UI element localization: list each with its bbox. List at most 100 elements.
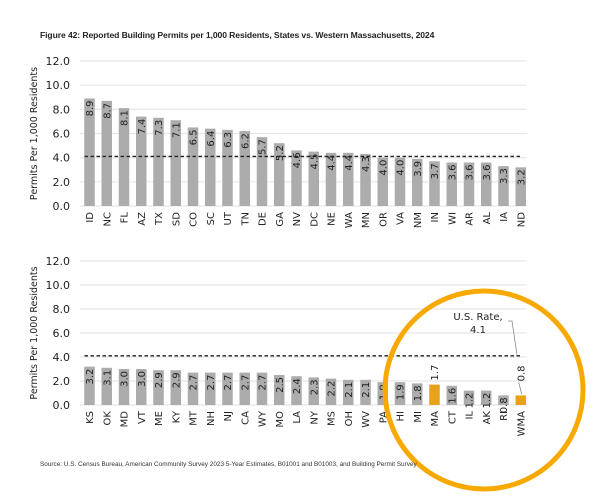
panel2-category-label: NH bbox=[206, 411, 217, 426]
panel2-category-label: WMA bbox=[516, 411, 527, 437]
panel2-bar-wma bbox=[515, 395, 526, 405]
panel1-y-tick-label: 4.0 bbox=[53, 152, 71, 165]
panel2-category-label: KS bbox=[85, 411, 96, 424]
panel1-y-tick-label: 2.0 bbox=[53, 176, 71, 189]
panel2-value-label: 3.1 bbox=[102, 370, 113, 386]
panel1-value-label: 4.6 bbox=[292, 152, 303, 168]
panel1-bar-mn bbox=[360, 154, 371, 206]
panel2-category-label: IL bbox=[465, 411, 476, 420]
panel1-value-label: 8.9 bbox=[85, 100, 96, 116]
panel1-y-tick-label: 12.0 bbox=[46, 55, 71, 68]
panel2-bar-il bbox=[463, 390, 475, 405]
panel1-category-label: SD bbox=[171, 212, 182, 226]
panel1-category-label: TX bbox=[154, 212, 165, 226]
panel1-value-label: 3.2 bbox=[516, 169, 527, 185]
panel2-value-label: 2.1 bbox=[361, 382, 372, 398]
panel2-bar-ks bbox=[84, 366, 95, 405]
panel2-value-label: 3.0 bbox=[120, 371, 131, 387]
panel1-category-label: CO bbox=[189, 212, 200, 227]
panel1-value-label: 6.5 bbox=[189, 129, 200, 145]
panel2-category-label: KY bbox=[171, 410, 182, 423]
panel1-bar-ar bbox=[463, 162, 475, 206]
panel1-value-label: 4.0 bbox=[396, 160, 407, 176]
panel2-value-label: 2.5 bbox=[275, 377, 286, 393]
panel2-category-label: PA bbox=[378, 411, 389, 423]
panel1-category-label: FL bbox=[120, 212, 131, 224]
panel2-value-label: 2.7 bbox=[206, 375, 217, 391]
panel2-category-label: WY bbox=[258, 410, 269, 427]
panel1-bar-nd bbox=[515, 167, 526, 206]
panel2-y-tick-label: 12.0 bbox=[46, 255, 71, 268]
panel1-y-tick-label: 10.0 bbox=[46, 79, 71, 92]
panel1-category-label: DC bbox=[309, 212, 320, 227]
panel1-category-label: WA bbox=[344, 212, 355, 228]
panel1-value-label: 4.0 bbox=[378, 160, 389, 176]
panel2-value-label: 1.2 bbox=[465, 393, 476, 409]
panel2-bar-ms bbox=[325, 378, 337, 405]
panel2-bar-ca bbox=[239, 372, 250, 405]
panel2-bar-ri bbox=[498, 395, 509, 405]
panel2-value-label: 2.1 bbox=[344, 382, 355, 398]
panel1-category-label: IN bbox=[430, 212, 441, 222]
panel2-value-label: 2.7 bbox=[189, 375, 200, 391]
panel1-category-label: DE bbox=[258, 212, 269, 226]
panel1-value-label: 4.3 bbox=[361, 156, 372, 172]
panel2-category-label: NJ bbox=[223, 411, 234, 421]
panel2-category-label: LA bbox=[292, 411, 303, 424]
panel1-category-label: WI bbox=[447, 212, 458, 225]
panel2-bar-hi bbox=[394, 382, 406, 405]
panel2-us-rate-leader-line bbox=[508, 320, 518, 355]
panel2-category-label: MD bbox=[120, 411, 131, 428]
panel2-value-label: 1.7 bbox=[430, 365, 441, 381]
panel2-value-label: 2.9 bbox=[154, 372, 165, 388]
panel1-value-label: 8.1 bbox=[120, 110, 131, 126]
panel2-bar-oh bbox=[343, 379, 354, 405]
panel1-value-label: 3.6 bbox=[465, 165, 476, 181]
panel2-value-leader-line bbox=[518, 382, 523, 395]
panel1-category-label: TN bbox=[240, 212, 251, 227]
panel2-category-label: RI bbox=[499, 411, 510, 421]
source-note: Source: U.S. Census Bureau, American Com… bbox=[40, 461, 417, 468]
panel2-bar-ky bbox=[170, 370, 181, 405]
panel2-value-label: 2.9 bbox=[171, 372, 182, 388]
panel1-value-label: 8.7 bbox=[102, 103, 113, 119]
panel1-value-label: 4.4 bbox=[344, 155, 355, 171]
panel2-category-label: OH bbox=[344, 411, 355, 426]
panel1-bar-wa bbox=[343, 152, 354, 206]
panel2-us-rate-annotation-label: U.S. Rate, bbox=[453, 312, 502, 323]
panel1-bar-ia bbox=[498, 166, 509, 206]
panel2-y-tick-label: 0.0 bbox=[53, 399, 71, 412]
panel1-y-tick-label: 0.0 bbox=[53, 200, 71, 213]
panel1-category-label: SC bbox=[206, 212, 217, 225]
panel2-category-label: OK bbox=[102, 411, 113, 426]
panel1-bar-ut bbox=[222, 129, 233, 206]
panel2-bar-ak bbox=[481, 390, 492, 405]
panel2-us-rate-annotation-value: 4.1 bbox=[470, 325, 486, 336]
panel1-value-label: 6.2 bbox=[240, 133, 251, 149]
panel1-bar-tx bbox=[153, 117, 164, 206]
panel1-category-label: NC bbox=[102, 212, 113, 226]
panel1-y-axis-label: Permits Per 1,000 Residents bbox=[29, 67, 40, 200]
panel2-y-tick-label: 2.0 bbox=[53, 375, 71, 388]
panel1-value-label: 3.9 bbox=[413, 161, 424, 177]
panel2-bar-nj bbox=[222, 372, 233, 405]
panel2-bar-wy bbox=[256, 372, 268, 405]
panel1-bar-az bbox=[136, 116, 147, 206]
panel2-category-label: WV bbox=[361, 411, 372, 428]
panel2-value-label: 2.3 bbox=[309, 379, 320, 395]
panel2-value-label: 2.4 bbox=[292, 378, 303, 394]
panel2-category-label: MT bbox=[189, 410, 200, 426]
panel1-category-label: MN bbox=[361, 212, 372, 228]
panel2-y-axis-label: Permits Per 1,000 Residents bbox=[29, 266, 40, 399]
panel1-category-label: NM bbox=[413, 212, 424, 228]
panel1-value-label: 5.7 bbox=[258, 139, 269, 155]
panel2-bar-wv bbox=[360, 379, 371, 405]
panel2-category-label: MS bbox=[327, 411, 338, 426]
panel2-value-label: 3.2 bbox=[85, 369, 96, 385]
panel1-bar-co bbox=[187, 127, 199, 206]
panel2-bar-md bbox=[118, 369, 130, 405]
panel1-category-label: VA bbox=[396, 212, 407, 225]
panel1-value-label: 4.4 bbox=[327, 155, 338, 171]
panel2-bar-ma bbox=[429, 384, 440, 405]
